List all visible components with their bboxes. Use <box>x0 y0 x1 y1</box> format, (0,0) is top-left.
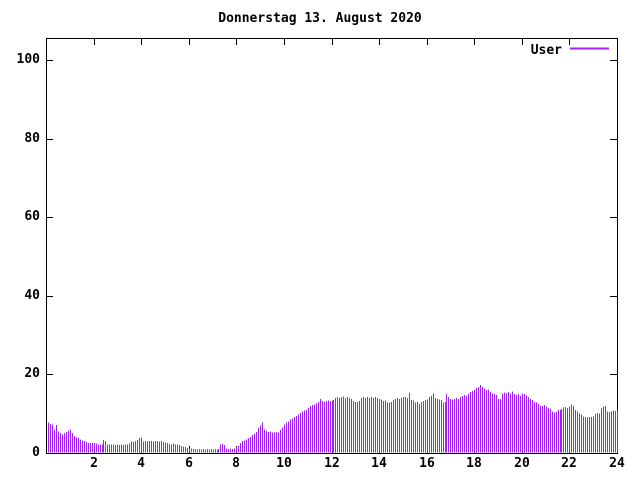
y-tick-label: 0 <box>32 445 40 460</box>
y-tick-label: 20 <box>24 366 40 381</box>
y-tick-label: 60 <box>24 209 40 224</box>
x-tick-label: 24 <box>609 456 625 471</box>
x-tick-label: 2 <box>90 456 98 471</box>
x-tick-label: 20 <box>514 456 530 471</box>
y-tick-label: 40 <box>24 288 40 303</box>
x-tick-label: 8 <box>232 456 240 471</box>
x-tick-label: 6 <box>185 456 193 471</box>
x-tick-label: 14 <box>371 456 387 471</box>
x-tick-label: 10 <box>276 456 292 471</box>
x-tick-label: 4 <box>137 456 145 471</box>
y-tick-label: 100 <box>16 52 40 67</box>
x-tick-label: 12 <box>324 456 340 471</box>
x-tick-label: 22 <box>561 456 577 471</box>
x-tick-label: 18 <box>466 456 482 471</box>
chart-title: Donnerstag 13. August 2020 <box>218 11 422 26</box>
y-tick-label: 80 <box>24 131 40 146</box>
x-tick-label: 16 <box>419 456 435 471</box>
plot-border <box>46 38 618 454</box>
legend-series-label: User <box>530 43 562 58</box>
